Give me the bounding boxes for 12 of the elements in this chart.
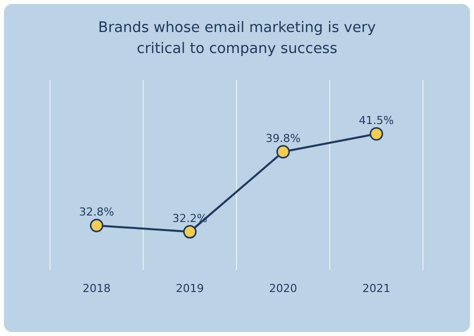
point xyxy=(276,145,290,159)
x-tick-label: 2020 xyxy=(269,282,298,295)
x-tick-label: 2018 xyxy=(82,282,111,295)
point xyxy=(370,127,384,141)
data-label: 39.8% xyxy=(266,132,301,145)
data-label: 41.5% xyxy=(358,114,394,127)
point xyxy=(183,225,197,239)
x-tick-label: 2019 xyxy=(176,282,204,295)
point xyxy=(90,218,104,232)
x-tick-label: 2021 xyxy=(362,282,390,295)
data-label: 32.8% xyxy=(79,205,114,218)
chart-title: Brands whose email marketing is very critical to company success xyxy=(97,19,377,59)
